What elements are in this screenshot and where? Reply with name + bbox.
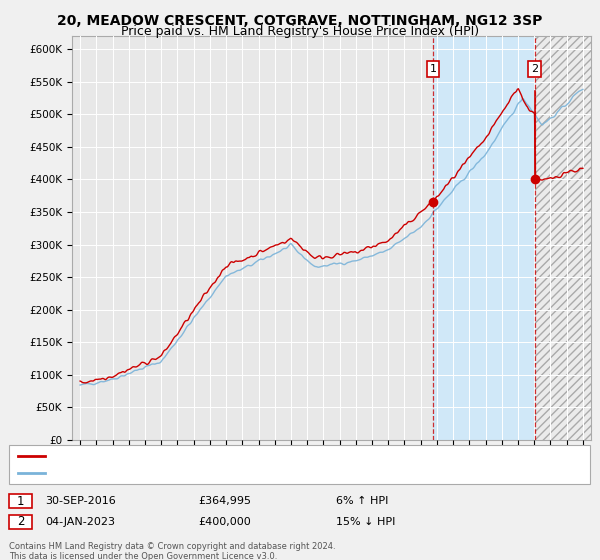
Text: 15% ↓ HPI: 15% ↓ HPI — [336, 517, 395, 527]
Text: £364,995: £364,995 — [198, 496, 251, 506]
Bar — [535, 36, 591, 440]
Text: 1: 1 — [430, 64, 436, 74]
Text: 2: 2 — [531, 64, 538, 74]
Bar — [535, 36, 591, 440]
Text: Price paid vs. HM Land Registry's House Price Index (HPI): Price paid vs. HM Land Registry's House … — [121, 25, 479, 38]
Text: 30-SEP-2016: 30-SEP-2016 — [45, 496, 116, 506]
Text: 6% ↑ HPI: 6% ↑ HPI — [336, 496, 388, 506]
Text: 04-JAN-2023: 04-JAN-2023 — [45, 517, 115, 527]
Text: 20, MEADOW CRESCENT, COTGRAVE, NOTTINGHAM, NG12 3SP: 20, MEADOW CRESCENT, COTGRAVE, NOTTINGHA… — [58, 14, 542, 28]
Text: 20, MEADOW CRESCENT, COTGRAVE, NOTTINGHAM, NG12 3SP (detached house): 20, MEADOW CRESCENT, COTGRAVE, NOTTINGHA… — [51, 451, 455, 461]
Text: £400,000: £400,000 — [198, 517, 251, 527]
Text: HPI: Average price, detached house, Rushcliffe: HPI: Average price, detached house, Rush… — [51, 468, 284, 478]
Text: 1: 1 — [17, 494, 24, 508]
Text: Contains HM Land Registry data © Crown copyright and database right 2024.
This d: Contains HM Land Registry data © Crown c… — [9, 542, 335, 560]
Bar — [433, 36, 535, 440]
Text: 2: 2 — [17, 515, 24, 529]
